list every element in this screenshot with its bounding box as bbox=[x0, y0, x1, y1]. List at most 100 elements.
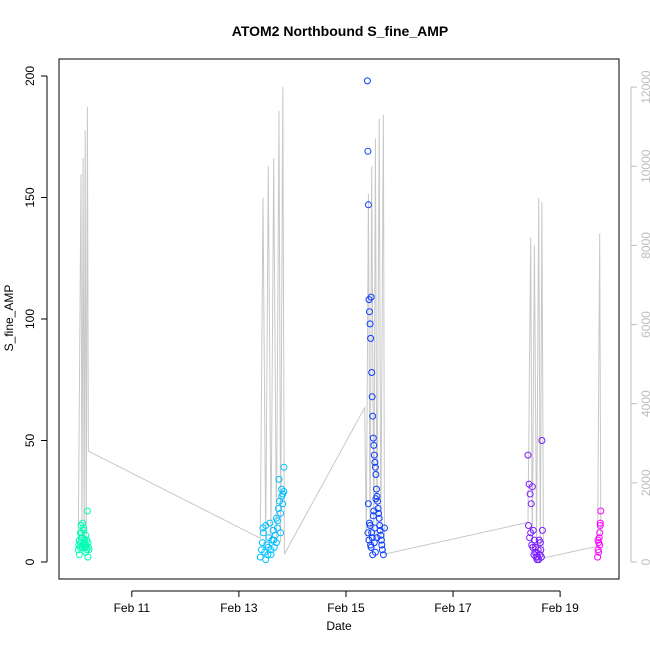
x-axis-title: Date bbox=[326, 619, 352, 633]
data-point bbox=[260, 529, 267, 537]
data-point bbox=[528, 483, 536, 491]
y2-tick-label: 12000 bbox=[639, 70, 650, 104]
data-point bbox=[364, 529, 372, 537]
data-point bbox=[375, 514, 383, 522]
data-point bbox=[368, 369, 376, 376]
data-point bbox=[595, 548, 603, 556]
points-layer bbox=[74, 77, 605, 564]
data-point bbox=[370, 507, 378, 515]
data-point bbox=[84, 553, 92, 561]
data-point bbox=[277, 509, 285, 517]
data-point bbox=[594, 536, 602, 544]
data-point bbox=[273, 517, 281, 525]
data-point bbox=[370, 441, 378, 449]
data-point bbox=[83, 536, 91, 544]
data-point bbox=[526, 534, 534, 542]
y-tick-label: 200 bbox=[23, 66, 37, 86]
data-point bbox=[83, 507, 91, 515]
data-point bbox=[363, 77, 371, 85]
chart-title: ATOM2 Northbound S_fine_AMP bbox=[232, 23, 448, 39]
y2-tick-label: 0 bbox=[639, 558, 650, 565]
data-point bbox=[262, 556, 270, 564]
y2-tick-label: 10000 bbox=[639, 149, 650, 183]
data-point bbox=[366, 320, 374, 328]
data-point bbox=[525, 522, 532, 529]
data-point bbox=[378, 546, 386, 554]
data-point bbox=[531, 548, 539, 556]
y2-tick-label: 2000 bbox=[639, 469, 650, 496]
data-point bbox=[372, 471, 380, 478]
data-point bbox=[280, 488, 288, 495]
x-tick-label: Feb 15 bbox=[327, 601, 365, 615]
data-point bbox=[277, 529, 285, 537]
data-point bbox=[366, 308, 373, 316]
y2-tick-label: 4000 bbox=[639, 390, 650, 417]
data-point bbox=[596, 541, 604, 549]
data-point bbox=[538, 526, 546, 534]
data-point bbox=[527, 500, 535, 508]
data-point bbox=[369, 512, 377, 520]
data-point bbox=[371, 458, 379, 466]
data-point bbox=[379, 551, 387, 559]
y-tick-label: 0 bbox=[23, 558, 37, 565]
data-point bbox=[527, 529, 535, 537]
data-point bbox=[535, 536, 543, 544]
data-point bbox=[538, 437, 546, 444]
data-point bbox=[596, 522, 604, 529]
y2-tick-label: 8000 bbox=[639, 232, 650, 259]
data-point bbox=[275, 475, 283, 483]
data-point bbox=[372, 495, 380, 503]
data-point bbox=[378, 541, 386, 549]
x-tick-label: Feb 13 bbox=[220, 601, 258, 615]
data-point bbox=[371, 463, 379, 471]
secondary-series-line bbox=[77, 87, 602, 559]
data-point bbox=[597, 507, 605, 515]
y-axis-title: S_fine_AMP bbox=[2, 285, 16, 352]
y-tick-label: 100 bbox=[23, 309, 37, 329]
data-point bbox=[364, 201, 372, 209]
data-point bbox=[537, 553, 545, 561]
data-point bbox=[369, 412, 377, 420]
data-point bbox=[80, 524, 88, 532]
data-point bbox=[270, 536, 278, 544]
data-point bbox=[259, 524, 267, 532]
data-point bbox=[369, 551, 377, 559]
data-point bbox=[370, 451, 378, 459]
data-point bbox=[594, 553, 602, 561]
data-point bbox=[79, 519, 87, 527]
x-tick-label: Feb 19 bbox=[541, 601, 579, 615]
data-point bbox=[381, 524, 388, 532]
data-point bbox=[373, 485, 380, 493]
data-point bbox=[266, 519, 274, 527]
data-point bbox=[279, 500, 287, 508]
data-point bbox=[368, 393, 376, 401]
data-point bbox=[373, 534, 381, 542]
data-point bbox=[537, 546, 545, 554]
data-point bbox=[278, 485, 286, 493]
data-point bbox=[364, 500, 372, 508]
y-axis-left: 0 50 100 150 200 bbox=[23, 66, 48, 565]
data-point bbox=[264, 543, 272, 551]
secondary-line-layer bbox=[77, 87, 602, 559]
data-point bbox=[366, 519, 373, 527]
data-point bbox=[75, 551, 83, 559]
data-point bbox=[368, 529, 376, 537]
y-axis-right: 0 2000 4000 6000 8000 10000 12000 bbox=[630, 70, 650, 565]
data-point bbox=[524, 451, 532, 459]
y2-tick-label: 6000 bbox=[639, 311, 650, 338]
data-point bbox=[367, 334, 375, 342]
data-point bbox=[267, 551, 275, 559]
data-point bbox=[76, 529, 84, 537]
data-point bbox=[526, 490, 534, 498]
data-point bbox=[596, 519, 604, 527]
data-point bbox=[596, 529, 604, 537]
y-tick-label: 150 bbox=[23, 187, 37, 207]
data-point bbox=[273, 524, 281, 532]
plot-frame bbox=[58, 58, 620, 580]
data-point bbox=[85, 546, 93, 554]
x-tick-label: Feb 11 bbox=[114, 601, 151, 615]
data-point bbox=[280, 463, 288, 471]
data-point bbox=[377, 531, 385, 539]
y-tick-label: 50 bbox=[23, 434, 37, 448]
